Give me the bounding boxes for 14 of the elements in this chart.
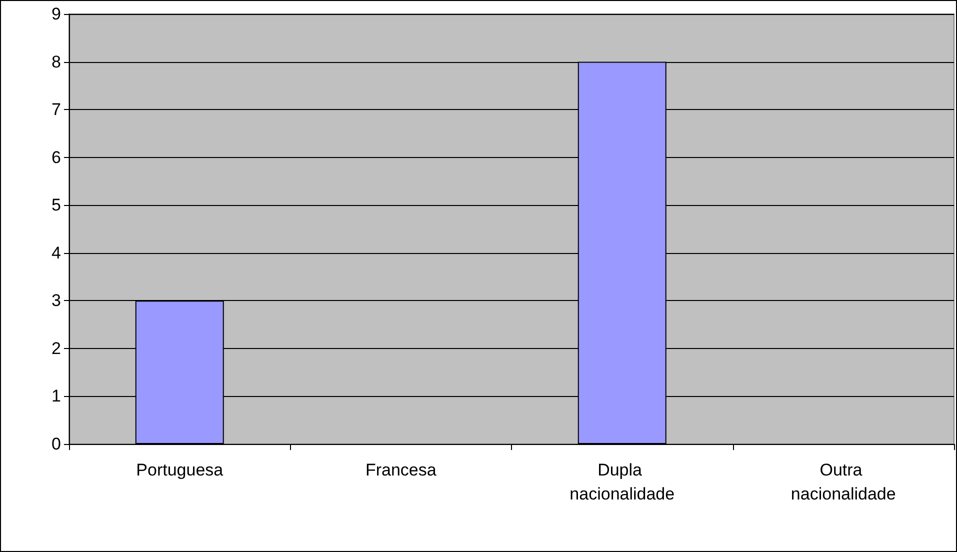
y-tick-label: 2 xyxy=(52,338,61,358)
y-tick-label: 1 xyxy=(52,386,61,406)
y-tick-label: 6 xyxy=(52,148,61,167)
y-tick-label: 5 xyxy=(52,196,61,215)
x-tick-label: Dupla nacionalidade xyxy=(570,460,675,504)
y-tick-label: 9 xyxy=(52,4,61,24)
x-tick-label: Portuguesa xyxy=(136,460,224,480)
y-tick-label: 0 xyxy=(52,434,61,454)
y-tick-label: 3 xyxy=(52,291,61,310)
y-tick-label: 8 xyxy=(52,52,61,72)
y-tick-label: 4 xyxy=(52,243,61,262)
y-tick-label: 7 xyxy=(52,100,61,120)
x-tick-label: Outra nacionalidade xyxy=(790,460,896,504)
x-tick-label: Francesa xyxy=(365,460,437,480)
